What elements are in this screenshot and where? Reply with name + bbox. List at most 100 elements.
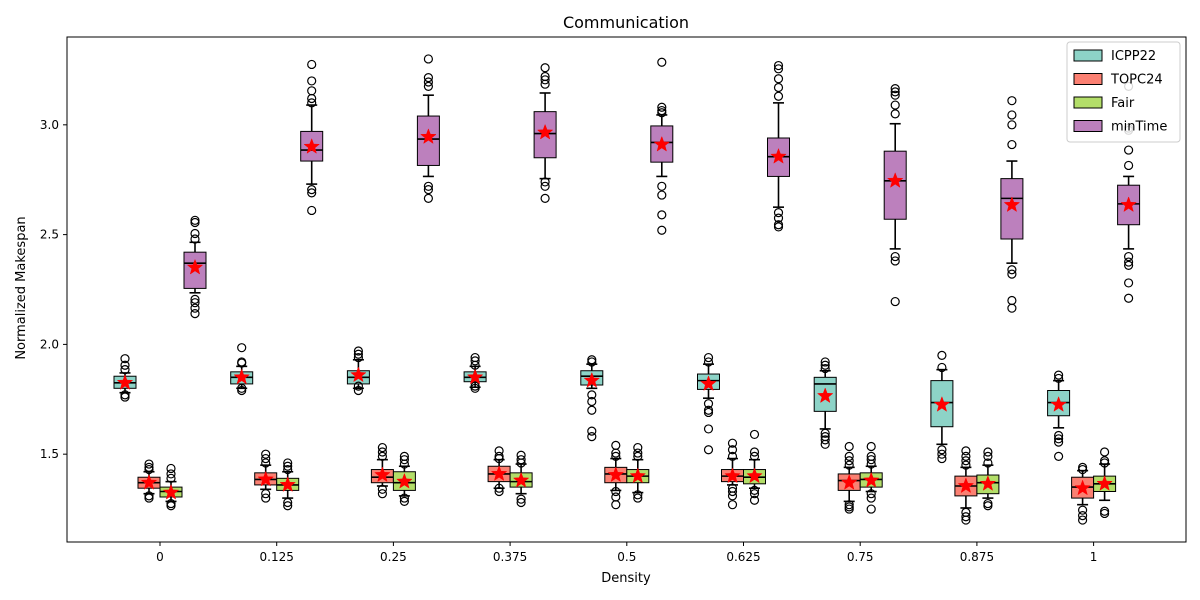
outlier-point	[516, 497, 526, 508]
outlier-point	[1077, 515, 1088, 525]
outlier-point	[1053, 451, 1064, 461]
outlier-point	[961, 460, 971, 470]
outlier-point	[1123, 278, 1134, 288]
outlier-point	[961, 507, 971, 517]
outlier-point	[423, 193, 433, 203]
outlier-point	[377, 484, 387, 494]
outlier-point	[657, 105, 667, 116]
mean-star	[629, 467, 647, 484]
outlier-point	[866, 504, 876, 514]
outlier-point	[423, 77, 433, 87]
legend: ICPP22 TOPC24 Fair minTime	[1066, 41, 1181, 143]
box-icpp22-0.375	[463, 352, 487, 393]
y-tick-label: 2.5	[40, 228, 59, 242]
outlier-point	[120, 390, 130, 400]
box-fair-0.375	[509, 450, 533, 508]
outlier-point	[377, 447, 387, 457]
outlier-point	[1007, 295, 1017, 306]
outlier-point	[307, 76, 317, 86]
mean-star	[840, 474, 858, 490]
outlier-point	[261, 453, 271, 464]
mean-star	[257, 470, 274, 487]
outlier-point	[494, 451, 504, 461]
outlier-point	[587, 355, 597, 365]
box-mintime-0.375	[533, 63, 557, 203]
outlier-point	[937, 445, 947, 455]
box-fair-0.875	[976, 447, 1000, 511]
outlier-point	[587, 426, 597, 436]
outlier-point	[1099, 506, 1110, 516]
mean-star	[350, 366, 367, 383]
mean-star	[536, 123, 554, 140]
box-fair-1	[1093, 447, 1117, 519]
legend-label: Fair	[1111, 96, 1135, 111]
x-axis-label: Density	[601, 571, 651, 586]
outlier-point	[399, 451, 409, 461]
box-topc24-0.625	[721, 438, 744, 510]
box-topc24-0.75	[837, 441, 861, 514]
y-tick-label: 1.5	[40, 447, 59, 461]
outlier-point	[307, 59, 317, 70]
box-mintime-0.25	[416, 54, 440, 203]
box-topc24-0	[137, 459, 161, 503]
outlier-point	[890, 109, 900, 119]
outlier-point	[283, 458, 293, 468]
box-body	[416, 115, 440, 166]
outlier-point	[820, 363, 830, 374]
mean-star	[816, 387, 834, 404]
outlier-point	[283, 501, 293, 511]
outlier-point	[237, 343, 247, 353]
outlier-point	[190, 294, 200, 304]
outlier-point	[749, 447, 760, 457]
outlier-point	[633, 490, 643, 500]
outlier-point	[657, 181, 667, 191]
outlier-point	[657, 190, 667, 200]
outlier-point	[749, 495, 760, 505]
outlier-point	[494, 446, 504, 456]
outlier-point	[261, 489, 271, 499]
outlier-point	[657, 225, 667, 235]
box-topc24-0.125	[254, 449, 278, 503]
outlier-point	[377, 489, 387, 499]
outlier-point	[611, 486, 621, 497]
outlier-point	[353, 381, 363, 391]
legend-label: minTime	[1111, 120, 1167, 135]
outlier-point	[540, 75, 550, 85]
outlier-point	[961, 456, 971, 466]
mean-star	[862, 471, 880, 488]
outlier-point	[937, 362, 947, 373]
outlier-point	[540, 181, 550, 191]
legend-swatch	[1073, 73, 1103, 85]
outlier-point	[890, 83, 900, 94]
outlier-point	[470, 352, 480, 363]
outlier-point	[1123, 160, 1134, 171]
outlier-point	[423, 184, 433, 195]
outlier-point	[703, 445, 714, 455]
outlier-point	[773, 82, 784, 93]
x-tick-label: 0.25	[380, 550, 407, 564]
outlier-point	[866, 455, 876, 465]
outlier-point	[190, 228, 200, 239]
box-topc24-0.5	[604, 440, 628, 510]
outlier-point	[423, 81, 433, 92]
x-tick-label: 0.5	[617, 550, 636, 564]
box-icpp22-0.25	[346, 346, 370, 396]
outlier-point	[516, 450, 526, 460]
legend-label: TOPC24	[1110, 73, 1163, 88]
outlier-point	[820, 360, 830, 370]
legend-swatch	[1073, 120, 1103, 132]
outlier-point	[961, 512, 971, 522]
y-tick-label: 3.0	[40, 118, 59, 132]
legend-label: ICPP22	[1111, 49, 1156, 64]
outlier-point	[703, 357, 714, 367]
outlier-point	[890, 90, 900, 100]
legend-swatch	[1073, 49, 1103, 62]
outlier-point	[144, 459, 154, 469]
x-tick-label: 1	[1090, 550, 1098, 564]
outlier-point	[166, 473, 176, 483]
outlier-point	[749, 485, 760, 496]
outlier-point	[307, 98, 317, 108]
outlier-point	[749, 451, 760, 461]
